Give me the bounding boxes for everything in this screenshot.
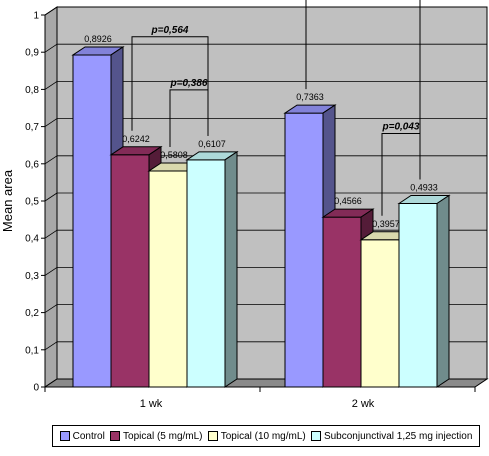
legend: Control Topical (5 mg/mL) Topical (10 mg/m… xyxy=(52,425,480,447)
legend-item: Subconjunctival 1,25 mg injection xyxy=(310,430,473,442)
gridline-side xyxy=(44,155,58,165)
y-tick-label: 0,9 xyxy=(25,48,39,59)
gridline-side xyxy=(44,267,58,276)
legend-swatch xyxy=(59,431,70,441)
gridline-side xyxy=(44,6,58,16)
gridline-side xyxy=(44,43,58,53)
y-tick-label: 0,2 xyxy=(25,308,39,319)
bar-0-2 xyxy=(148,170,188,388)
bar-0-0 xyxy=(72,54,112,388)
y-tick-label: 0 xyxy=(33,383,39,394)
bar-0-3 xyxy=(186,159,226,388)
bar-1-3 xyxy=(398,202,438,388)
data-label: 0,6242 xyxy=(122,134,150,144)
y-tick-label: 0,5 xyxy=(25,197,39,208)
significance-bracket xyxy=(305,0,421,180)
y-tick-label: 0,4 xyxy=(25,234,39,245)
y-tick-label: 1 xyxy=(33,11,39,22)
legend-item: Control xyxy=(59,430,105,442)
bar-side-1-3 xyxy=(436,194,450,388)
data-label: 0,5808 xyxy=(160,150,188,160)
bar-side-0-3 xyxy=(224,150,238,388)
significance-bracket xyxy=(381,132,421,216)
legend-label: Subconjunctival 1,25 mg injection xyxy=(323,430,473,442)
significance-bracket xyxy=(169,89,209,147)
data-label: 0,4933 xyxy=(410,182,438,192)
legend-swatch xyxy=(110,431,121,441)
gridline-side xyxy=(44,229,58,239)
x-tick-label: 1 wk xyxy=(140,398,163,410)
gridline-side xyxy=(44,118,58,127)
p-value-label: p=0,043 xyxy=(382,121,420,132)
legend-swatch xyxy=(310,431,321,441)
p-value-label: p=0,386 xyxy=(170,78,208,89)
legend-label: Control xyxy=(72,430,105,442)
data-label: 0,3957 xyxy=(372,219,400,229)
bar-1-1 xyxy=(322,216,362,388)
gridline-side xyxy=(44,81,58,90)
p-value-label: p=0,564 xyxy=(151,25,189,36)
data-label: 0,8926 xyxy=(84,34,112,44)
bar-1-0 xyxy=(284,112,324,388)
y-tick-label: 0,7 xyxy=(25,122,39,133)
y-tick-label: 0,1 xyxy=(25,345,39,356)
legend-label: Topical (5 mg/mL) xyxy=(123,430,203,442)
data-label: 0,7363 xyxy=(296,92,324,102)
legend-swatch xyxy=(207,431,218,441)
gridline-side xyxy=(44,304,58,313)
data-label: 0,4566 xyxy=(334,196,362,206)
bar-1-2 xyxy=(360,239,400,388)
legend-item: Topical (10 mg/mL) xyxy=(207,430,306,442)
y-tick-label: 0,8 xyxy=(25,85,39,96)
x-tick-label: 2 wk xyxy=(352,398,375,410)
y-tick-label: 0,3 xyxy=(25,271,39,282)
data-label: 0,6107 xyxy=(198,139,226,149)
legend-label: Topical (10 mg/mL) xyxy=(220,430,306,442)
legend-item: Topical (5 mg/mL) xyxy=(110,430,203,442)
significance-bracket xyxy=(131,36,209,136)
gridline-side xyxy=(44,341,58,351)
y-tick-label: 0,6 xyxy=(25,159,39,170)
gridline-side xyxy=(44,192,58,202)
y-axis-label: Mean area xyxy=(0,169,15,232)
bar-0-1 xyxy=(110,154,150,388)
